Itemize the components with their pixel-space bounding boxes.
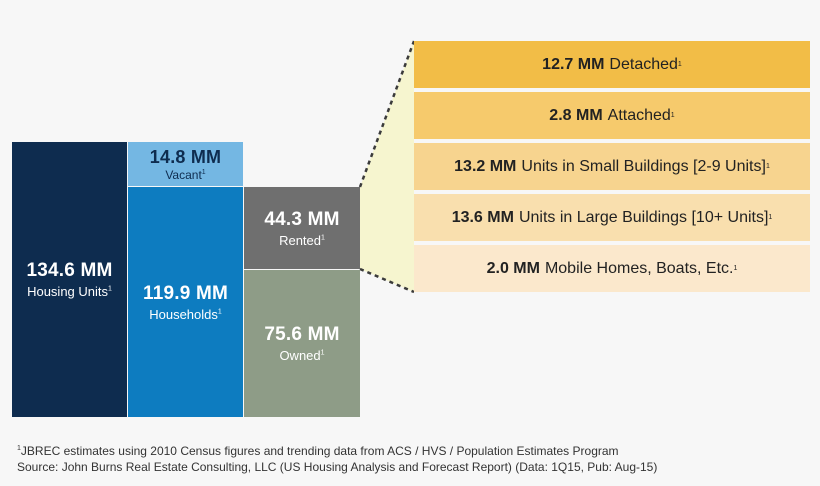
connector-line-top: [358, 40, 416, 188]
mobile-homes-label: Mobile Homes, Boats, Etc.: [544, 259, 734, 277]
rented-value: 44.3 MM: [264, 208, 340, 230]
small-buildings-value: 13.2 MM: [454, 157, 517, 175]
vacant-label: Vacant1: [165, 167, 206, 182]
owned-value: 75.6 MM: [264, 324, 340, 345]
attached-label: Attached: [607, 106, 671, 124]
housing-units-block: 134.6 MM Housing Units1: [12, 142, 127, 417]
breakdown-row-mobile-homes: 2.0 MM Mobile Homes, Boats, Etc. 1: [414, 245, 810, 292]
large-buildings-label: Units in Large Buildings [10+ Units]: [518, 208, 769, 226]
large-buildings-value: 13.6 MM: [451, 208, 514, 226]
housing-units-value: 134.6 MM: [26, 260, 113, 281]
breakdown-row-large-buildings: 13.6 MM Units in Large Buildings [10+ Un…: [414, 194, 810, 241]
owned-label: Owned1: [279, 348, 325, 363]
breakdown-row-attached: 2.8 MM Attached 1: [414, 92, 810, 139]
vacant-value: 14.8 MM: [149, 146, 222, 167]
footnote-line-2: Source: John Burns Real Estate Consultin…: [17, 460, 658, 474]
connector-wedge: [360, 41, 414, 292]
breakdown-row-small-buildings: 13.2 MM Units in Small Buildings [2-9 Un…: [414, 143, 810, 190]
rented-label: Rented1: [279, 232, 325, 248]
households-value: 119.9 MM: [142, 282, 229, 304]
mobile-homes-value: 2.0 MM: [486, 259, 540, 277]
households-block: 119.9 MM Households1: [128, 187, 243, 417]
households-label: Households1: [149, 306, 222, 322]
detached-value: 12.7 MM: [542, 55, 605, 73]
breakdown-row-detached: 12.7 MM Detached 1: [414, 41, 810, 88]
connector-line-bottom: [359, 267, 415, 294]
small-buildings-label: Units in Small Buildings [2-9 Units]: [521, 157, 766, 175]
rented-block: 44.3 MM Rented1: [244, 187, 360, 269]
footnote: 1JBREC estimates using 2010 Census figur…: [17, 443, 657, 475]
housing-units-label: Housing Units1: [27, 284, 112, 299]
detached-label: Detached: [609, 55, 678, 73]
attached-value: 2.8 MM: [549, 106, 603, 124]
vacant-block: 14.8 MM Vacant1: [128, 142, 243, 186]
footnote-line-1: 1JBREC estimates using 2010 Census figur…: [17, 444, 619, 458]
owned-block: 75.6 MM Owned1: [244, 270, 360, 417]
